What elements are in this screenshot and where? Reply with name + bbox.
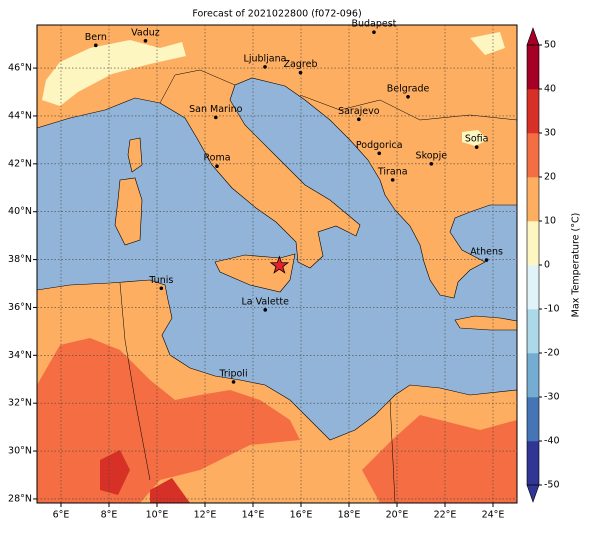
colorbar-band <box>527 397 539 442</box>
x-tick-label: 8°E <box>101 510 118 521</box>
y-tick-label: 46°N <box>8 63 32 74</box>
city-label: Athens <box>470 247 503 258</box>
y-tick-label: 36°N <box>8 302 32 313</box>
cold-patch <box>470 32 505 55</box>
city-label: Podgorica <box>356 140 403 151</box>
border <box>159 69 236 104</box>
city-dot <box>429 162 434 166</box>
border <box>389 399 396 504</box>
warm-zone <box>362 415 517 503</box>
map-background <box>36 24 518 504</box>
x-tick-label: 20°E <box>386 510 409 521</box>
map-frame <box>36 24 518 504</box>
city-label: Zagreb <box>284 59 318 70</box>
city-label: Sarajevo <box>338 106 380 117</box>
city-dot <box>263 65 267 69</box>
city-label: Skopje <box>416 150 448 161</box>
colorbar-tick-label: -40 <box>544 436 560 447</box>
colorbar-band <box>527 353 539 398</box>
title: Forecast of 2021022800 (f072-096) <box>192 9 361 20</box>
hot-zone <box>150 478 190 503</box>
city-dot <box>231 380 236 384</box>
y-tick-label: 44°N <box>8 110 32 121</box>
hot-zone <box>100 450 130 495</box>
colorbar-band <box>527 441 539 486</box>
y-tick-label: 32°N <box>8 398 32 409</box>
city-dot <box>159 286 164 291</box>
colorbar-tick-label: -10 <box>544 304 560 315</box>
city-label: Tripoli <box>219 368 248 379</box>
x-tick-label: 18°E <box>338 510 361 521</box>
cold-patch <box>462 130 488 146</box>
city-dot <box>390 178 395 182</box>
y-tick-label: 34°N <box>8 350 32 361</box>
colorbar-tick-label: 40 <box>544 84 556 95</box>
x-tick-label: 10°E <box>146 510 169 521</box>
y-tick-label: 28°N <box>8 493 32 504</box>
city-dot <box>377 151 382 156</box>
colorbar-tick-label: 20 <box>544 172 556 183</box>
colorbar-tick-label: 0 <box>544 260 550 271</box>
colorbar-tick-label: -50 <box>544 480 560 491</box>
land-corsica <box>127 137 143 173</box>
colorbar-tick-label: 50 <box>544 40 556 51</box>
city-dot <box>484 258 489 262</box>
colorbar-band <box>527 221 539 266</box>
city-label: Ljubljana <box>244 53 287 64</box>
y-tick-label: 40°N <box>8 206 32 217</box>
city-dot <box>214 115 218 120</box>
y-tick-label: 42°N <box>8 158 32 169</box>
colorbar-tick-label: -30 <box>544 392 560 403</box>
colorbar-band <box>527 265 539 310</box>
colorbar-tick-label: 30 <box>544 128 556 139</box>
x-tick-label: 12°E <box>194 510 217 521</box>
colorbar-tick-label: 10 <box>544 216 556 227</box>
colorbar-band <box>527 133 539 178</box>
colorbar-band <box>527 45 539 90</box>
location-marker <box>269 255 290 274</box>
city-label: La Valette <box>241 296 289 307</box>
city-label: Belgrade <box>387 83 430 94</box>
border <box>299 94 518 121</box>
city-label: Sofia <box>465 134 489 145</box>
city-dot <box>372 30 376 34</box>
city-label: Tirana <box>377 166 408 177</box>
colorbar-extend-low <box>526 484 540 503</box>
city-dot <box>215 164 219 169</box>
x-tick-label: 24°E <box>482 510 505 521</box>
city-label: Budapest <box>351 19 396 30</box>
city-dot <box>263 308 268 312</box>
city-dot <box>94 43 98 48</box>
city-label: Vaduz <box>131 27 160 38</box>
colorbar-tick-label: -20 <box>544 348 560 359</box>
x-tick-label: 6°E <box>53 510 70 521</box>
colorbar-band <box>527 89 539 134</box>
colorbar-band <box>527 309 539 354</box>
city-dot <box>406 95 410 99</box>
colorbar-band <box>527 177 539 222</box>
x-tick-label: 22°E <box>434 510 457 521</box>
city-label: Roma <box>203 153 230 164</box>
cold-alps <box>42 40 186 106</box>
city-dot <box>474 145 479 149</box>
city-dot <box>298 70 303 75</box>
city-label: Tunis <box>148 275 173 286</box>
y-tick-label: 30°N <box>8 446 32 457</box>
colorbar-label: Max Temperature (°C) <box>571 213 582 318</box>
city-dot <box>357 117 361 122</box>
city-label: Bern <box>85 32 107 43</box>
x-tick-label: 16°E <box>290 510 313 521</box>
x-tick-label: 14°E <box>242 510 265 521</box>
colorbar-extend-high <box>526 27 540 46</box>
land-europe <box>36 24 518 299</box>
city-dot <box>143 38 148 43</box>
city-label: San Marino <box>189 104 242 115</box>
border <box>119 282 151 481</box>
y-tick-label: 38°N <box>8 254 32 265</box>
